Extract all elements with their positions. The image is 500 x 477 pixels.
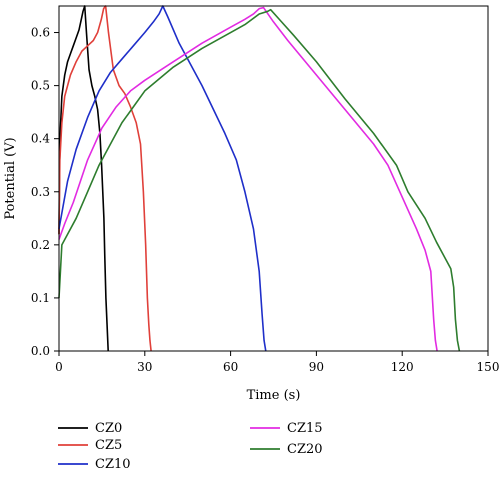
x-axis-title: Time (s) (247, 388, 301, 403)
y-axis: 0.0 0.1 0.2 0.3 0.4 0.5 0.6 (31, 26, 59, 358)
y-tick-label: 0.2 (31, 238, 50, 252)
series-line-cz0 (58, 5, 109, 352)
x-tick-label: 60 (223, 360, 238, 374)
plot-lines (58, 5, 461, 352)
legend-item-cz0: CZ0 (58, 421, 122, 436)
x-tick-label: 120 (391, 360, 414, 374)
legend-item-cz15: CZ15 (250, 421, 323, 436)
plot-frame (58, 5, 489, 352)
y-tick-label: 0.1 (31, 291, 50, 305)
x-axis: 0 30 60 90 120 150 (55, 351, 499, 374)
x-tick-label: 30 (137, 360, 152, 374)
x-tick-label: 0 (55, 360, 63, 374)
legend-item-cz20: CZ20 (250, 442, 323, 457)
series-line-cz10 (58, 5, 267, 352)
legend-item-cz5: CZ5 (58, 438, 122, 453)
legend-label: CZ10 (95, 457, 131, 472)
y-tick-label: 0.0 (31, 344, 50, 358)
legend-label: CZ20 (287, 442, 323, 457)
y-tick-label: 0.6 (31, 26, 50, 40)
legend-label: CZ5 (95, 438, 122, 453)
y-tick-label: 0.5 (31, 79, 50, 93)
legend-label: CZ15 (287, 421, 323, 436)
legend: CZ0 CZ5 CZ10 CZ15 CZ20 (58, 421, 323, 472)
legend-item-cz10: CZ10 (58, 457, 131, 472)
series-line-cz15 (58, 6, 438, 352)
y-tick-label: 0.4 (31, 132, 50, 146)
x-tick-label: 90 (309, 360, 324, 374)
series-line-cz20 (58, 8, 461, 352)
x-tick-label: 150 (477, 360, 500, 374)
y-tick-label: 0.3 (31, 185, 50, 199)
y-axis-title: Potential (V) (3, 137, 18, 219)
legend-label: CZ0 (95, 421, 122, 436)
series-line-cz5 (58, 5, 152, 352)
